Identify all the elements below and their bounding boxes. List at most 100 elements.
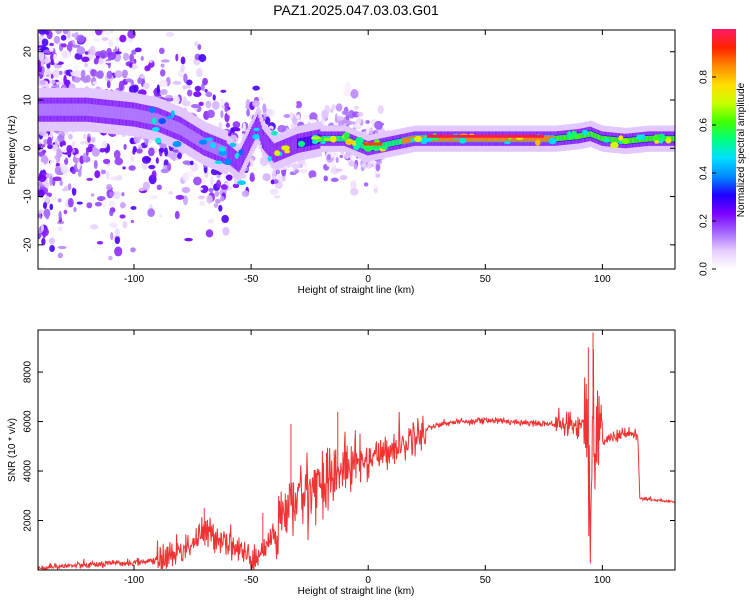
spectrogram-blob [67,15,71,24]
spectrogram-blob [226,109,234,116]
spectrogram-blob [118,80,124,91]
spectrogram-blob [219,97,225,107]
spectrogram-blob [57,225,63,232]
spectrogram-blob [133,58,137,64]
spectrogram-blob [141,145,148,156]
spectrogram-blob [77,2,86,7]
spectrogram-y-label: Frequency (Hz) [7,116,18,185]
spectrogram-blob [123,317,130,325]
spectrogram-blob [335,168,343,172]
spectrogram-blob [106,70,113,79]
snr-y-tick-label: 4000 [23,459,34,482]
spectrogram-blob [54,137,59,147]
colorbar-tick-label: 0.8 [699,70,710,84]
spectrogram-blob [174,210,180,220]
ridge-blob [320,140,326,145]
spectrogram-blob [350,187,359,196]
spectrogram-blob [291,163,301,169]
spectrogram-blob [216,179,222,189]
spectrogram-blob [115,40,120,50]
spectrogram-blob [182,85,192,89]
spectrogram-blob [199,200,206,207]
colorbar: 0.0 0.2 0.4 0.6 0.8 Normalized spectral ampl… [699,29,747,276]
spectrogram-blob [310,176,320,181]
spectrogram-blob [92,81,98,85]
spectrogram-blob [55,0,62,1]
spectrogram-blob [122,166,126,170]
ridge-blob [570,130,577,138]
spectrogram-x-tick-label: -50 [244,274,259,285]
ridge-blob [238,149,244,156]
spectrogram-blob [132,148,136,155]
spectrogram-blob [198,54,207,63]
spectrogram-marks [38,0,675,325]
spectrogram-blob [119,34,127,43]
spectrogram-blob [38,16,41,25]
spectrogram-y-ticks: -20 -10 0 10 20 [23,46,675,252]
spectrogram-blob [357,111,364,117]
spectrogram-blob [186,89,193,97]
spectrogram-x-ticks: -100 -50 0 50 100 [124,30,611,285]
spectrogram-blob [252,85,260,91]
spectrogram-frame [37,29,676,270]
spectrogram-blob [136,148,143,154]
spectrogram-blob [58,70,63,76]
spectrogram-blob [56,134,65,143]
spectrogram-blob [130,155,135,162]
spectrogram-blob [180,56,186,65]
spectrogram-blob [57,198,62,203]
spectrogram-blob [147,63,151,71]
spectrogram-blob [68,3,71,12]
spectrogram-blob [94,170,101,179]
spectrogram-blob [353,105,360,110]
spectrogram-blob [49,46,54,52]
spectrogram-blob [266,108,275,118]
spectrogram-blob [160,63,165,68]
spectrogram-blob [71,21,79,26]
spectrogram-blob [60,165,69,174]
spectrogram-blob [57,11,62,21]
spectrogram-blob [151,170,157,180]
spectrogram-blob [66,144,73,153]
ridge-blob [274,150,281,157]
spectrogram-blob [43,139,49,145]
spectrogram-blob [67,0,74,3]
ridge-blob [252,134,260,140]
spectrogram-blob [67,197,74,208]
spectrogram-blob [168,190,174,195]
ridge-blob [253,127,260,132]
spectrogram-blob [172,80,182,85]
spectrogram-blob [350,89,359,99]
ridge-blob [410,138,416,142]
spectrogram-blob [158,47,165,55]
spectrogram-blob [350,180,357,191]
spectrogram-blob [344,82,352,91]
spectrogram-blob [91,147,100,157]
spectrogram-blob [340,151,345,155]
spectrogram-blob [67,183,72,191]
spectrogram-blob [107,39,114,48]
spectrogram-blob [63,209,68,215]
ridge-blob [267,155,272,162]
spectrogram-blob [348,160,355,167]
spectrogram-blob [337,115,344,121]
ridge-blob [353,145,360,151]
spectrogram-blob [92,4,96,10]
spectrogram-blob [158,147,165,153]
spectrogram-blob [114,157,124,166]
spectrogram-blob [103,5,109,13]
spectrogram-blob [123,143,127,150]
spectrogram-blob [85,74,91,83]
spectrogram-blob [93,159,98,169]
spectrogram-blob [160,168,170,174]
ridge-blob [218,146,226,152]
spectrogram-blob [294,169,300,174]
spectrogram-blob [38,217,41,222]
spectrogram-blob [46,68,51,72]
spectrogram-blob [193,91,202,98]
spectrogram-blob [41,237,46,246]
spectrogram-blob [155,157,159,164]
spectrogram-blob [78,9,87,14]
spectrogram-blob [38,229,43,234]
